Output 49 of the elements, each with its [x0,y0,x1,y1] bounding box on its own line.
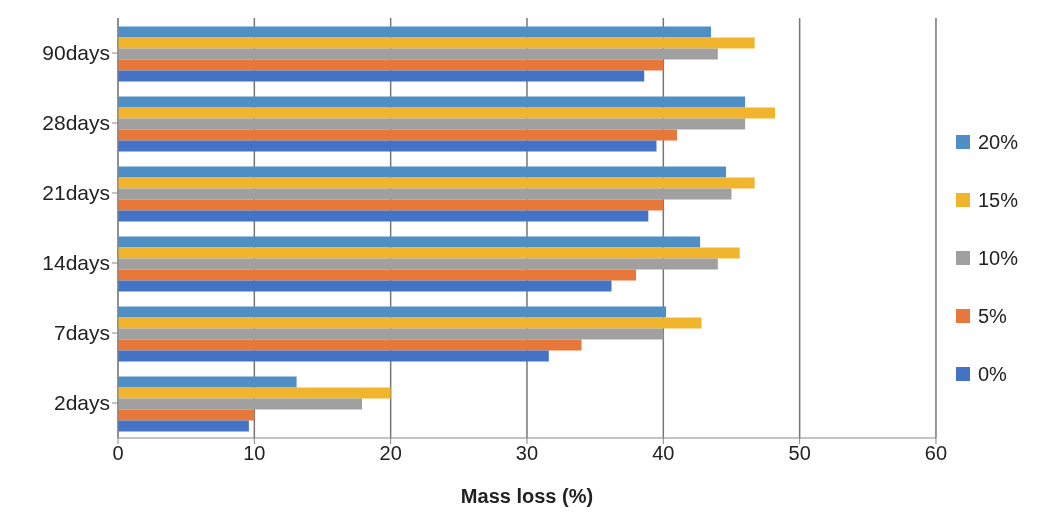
legend-label: 5% [977,304,1007,329]
bar [118,317,702,329]
y-tick-label: 21days [42,181,110,205]
bar [118,306,667,318]
x-tick-label: 30 [515,442,539,465]
bar [118,210,649,222]
bar [118,70,645,82]
bar [118,387,391,399]
bar [118,376,297,388]
bar [118,96,746,108]
bar [118,280,612,292]
bar [118,409,255,421]
bar [118,26,712,38]
bar [118,199,664,211]
y-tick-label: 90days [42,41,110,65]
x-tick-label: 40 [652,442,675,465]
bar [118,37,755,49]
bar [118,107,776,119]
bar [118,247,740,259]
bar [118,398,363,410]
legend-label: 15% [977,188,1018,213]
bar [118,258,718,270]
x-axis-title: Mass loss (%) [460,485,594,507]
bar [118,328,664,340]
bar [118,420,249,432]
bar [118,166,727,178]
bar [118,118,746,130]
bar [118,48,718,60]
bar [118,177,755,189]
y-tick-label: 28days [42,111,110,135]
bar [118,269,637,281]
bar [118,140,657,152]
x-tick-label: 60 [924,442,948,465]
y-tick-label: 7days [53,321,110,345]
y-tick-label: 14days [42,251,110,275]
x-tick-label: 20 [379,442,402,465]
bar [118,59,664,71]
legend-label: 10% [977,246,1018,271]
x-tick-label: 10 [243,442,266,465]
x-tick-label: 50 [788,442,811,465]
bar [118,129,677,141]
x-tick-label: 0 [112,442,124,465]
bar [118,339,582,351]
legend-label: 20% [977,130,1018,155]
legend-label: 0% [977,362,1007,387]
y-tick-label: 2days [53,391,110,415]
bar [118,350,549,362]
bar [118,188,732,200]
bar [118,236,701,248]
